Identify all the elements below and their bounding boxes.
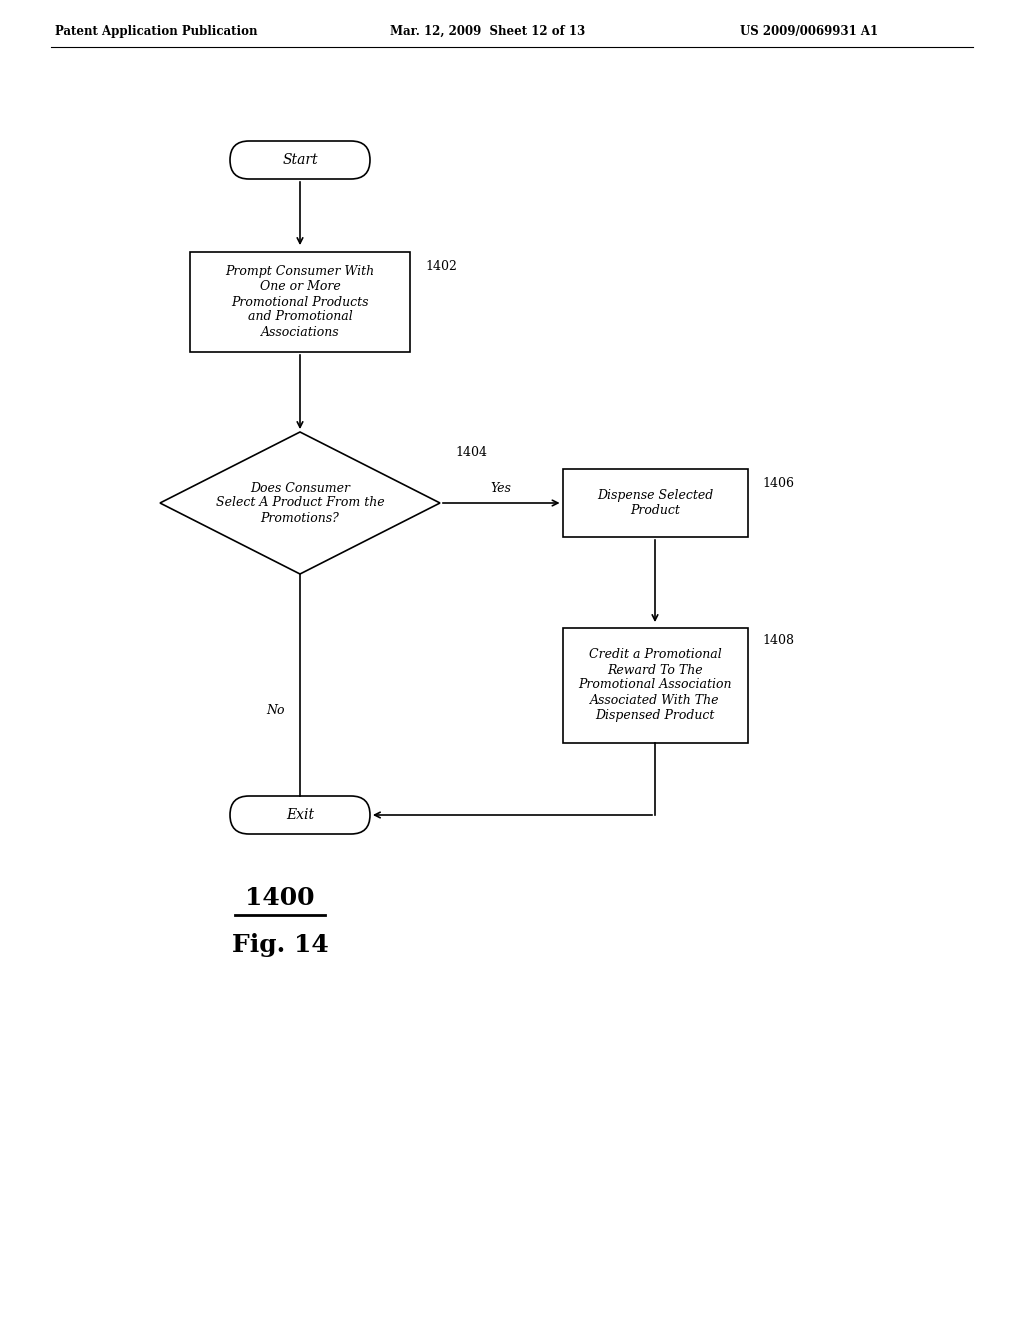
Text: Exit: Exit <box>286 808 314 822</box>
Text: 1404: 1404 <box>455 446 487 459</box>
Text: Start: Start <box>283 153 317 168</box>
Text: Prompt Consumer With
One or More
Promotional Products
and Promotional
Associatio: Prompt Consumer With One or More Promoti… <box>225 265 375 338</box>
FancyBboxPatch shape <box>190 252 410 352</box>
Text: 1408: 1408 <box>763 634 795 647</box>
Text: US 2009/0069931 A1: US 2009/0069931 A1 <box>740 25 879 38</box>
Text: Dispense Selected
Product: Dispense Selected Product <box>597 488 713 517</box>
Text: Patent Application Publication: Patent Application Publication <box>55 25 257 38</box>
Polygon shape <box>160 432 440 574</box>
FancyBboxPatch shape <box>230 141 370 180</box>
FancyBboxPatch shape <box>230 796 370 834</box>
Text: 1406: 1406 <box>763 477 795 490</box>
Text: Yes: Yes <box>490 482 512 495</box>
Text: Does Consumer
Select A Product From the
Promotions?: Does Consumer Select A Product From the … <box>216 482 384 524</box>
Text: Mar. 12, 2009  Sheet 12 of 13: Mar. 12, 2009 Sheet 12 of 13 <box>390 25 586 38</box>
Text: 1400: 1400 <box>246 886 314 909</box>
FancyBboxPatch shape <box>562 627 748 742</box>
Text: No: No <box>266 704 285 717</box>
Text: 1402: 1402 <box>425 260 457 273</box>
Text: Credit a Promotional
Reward To The
Promotional Association
Associated With The
D: Credit a Promotional Reward To The Promo… <box>579 648 732 722</box>
Text: Fig. 14: Fig. 14 <box>231 933 329 957</box>
FancyBboxPatch shape <box>562 469 748 537</box>
